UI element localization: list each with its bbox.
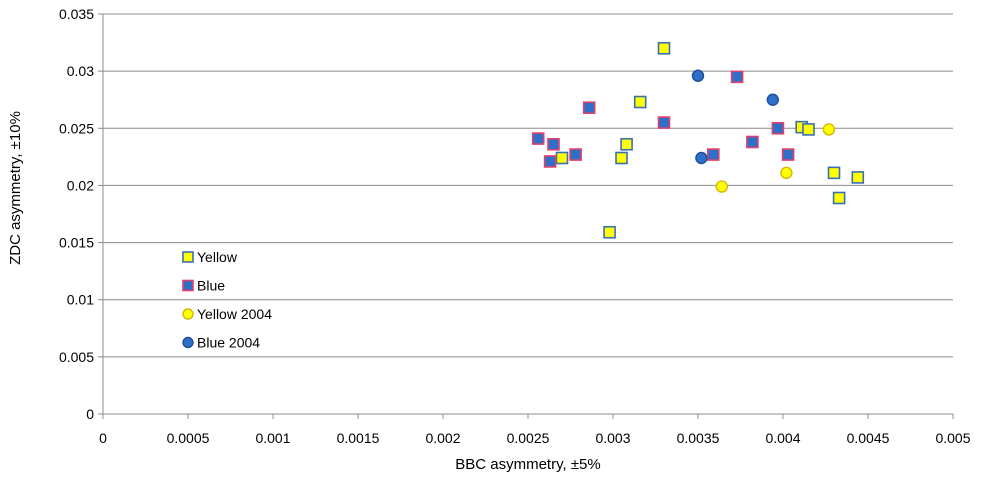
x-tick-label: 0.001: [255, 430, 290, 446]
y-tick-label: 0.015: [59, 235, 94, 251]
data-point-yellow: [633, 95, 647, 109]
y-tick-label: 0.035: [59, 6, 94, 22]
data-point-blue: [657, 116, 671, 129]
y-tick-label: 0.02: [67, 177, 94, 193]
data-point-yellow-2004: [822, 123, 836, 136]
data-point-blue: [746, 135, 759, 149]
data-point-blue: [781, 148, 795, 161]
x-tick-label: 0.0015: [337, 430, 380, 446]
legend-marker-yellow-2004: [182, 308, 194, 320]
x-tick-label: 0.0035: [677, 430, 720, 446]
legend: Yellow Blue Yellow 2004 Blue 2004: [182, 249, 272, 351]
legend-marker-blue-2004: [182, 336, 194, 349]
y-tick-labels: 0 0.005 0.01 0.015 0.02 0.025 0.03 0.035: [59, 6, 94, 422]
data-point-yellow-2004: [715, 180, 728, 193]
data-point-yellow: [603, 225, 616, 239]
data-point-yellow: [620, 137, 633, 151]
data-point-blue: [582, 101, 596, 115]
y-axis-title: ZDC asymmetry, ±10%: [7, 111, 24, 265]
data-point-blue-2004: [691, 69, 705, 82]
legend-label-yellow: Yellow: [197, 249, 238, 265]
legend-marker-yellow: [182, 251, 194, 263]
y-tick-label: 0: [86, 406, 94, 422]
data-point-blue: [730, 70, 744, 84]
data-point-blue-2004: [766, 93, 779, 106]
y-tick-label: 0.025: [59, 120, 94, 136]
data-point-blue-2004: [695, 151, 708, 165]
data-point-yellow: [802, 123, 815, 136]
x-tick-label: 0.0025: [507, 430, 550, 446]
y-tick-label: 0.005: [59, 349, 94, 365]
data-point-yellow-2004: [780, 166, 793, 180]
y-tick-label: 0.01: [67, 292, 94, 308]
data-point-blue: [771, 121, 785, 135]
data-point-yellow: [851, 171, 865, 184]
legend-label-yellow-2004: Yellow 2004: [197, 306, 272, 322]
legend-label-blue: Blue: [197, 278, 225, 294]
data-point-blue: [569, 148, 582, 161]
x-tick-label: 0.002: [425, 430, 460, 446]
data-point-yellow: [657, 41, 671, 55]
data-points: [531, 41, 865, 239]
x-tick-label: 0: [99, 430, 107, 446]
data-point-yellow: [827, 166, 841, 180]
x-axis-title: BBC asymmetry, ±5%: [455, 456, 600, 473]
data-point-blue: [547, 137, 560, 151]
data-point-yellow: [832, 191, 846, 205]
x-tick-label: 0.004: [765, 430, 800, 446]
data-point-blue: [531, 132, 545, 145]
data-point-yellow: [555, 151, 569, 165]
data-point-yellow: [615, 151, 628, 165]
y-tick-label: 0.03: [67, 63, 94, 79]
x-tick-label: 0.003: [595, 430, 630, 446]
x-tick-label: 0.005: [935, 430, 970, 446]
data-point-blue: [543, 155, 557, 168]
x-tick-labels: 0 0.0005 0.001 0.0015 0.002 0.0025 0.003 0.0035…: [99, 430, 971, 446]
x-tick-label: 0.0045: [847, 430, 890, 446]
x-tick-label: 0.0005: [167, 430, 210, 446]
legend-marker-blue: [182, 279, 194, 292]
gridlines: [103, 13, 953, 358]
legend-label-blue-2004: Blue 2004: [197, 335, 260, 351]
axes: [98, 13, 954, 419]
data-point-blue: [706, 148, 720, 161]
